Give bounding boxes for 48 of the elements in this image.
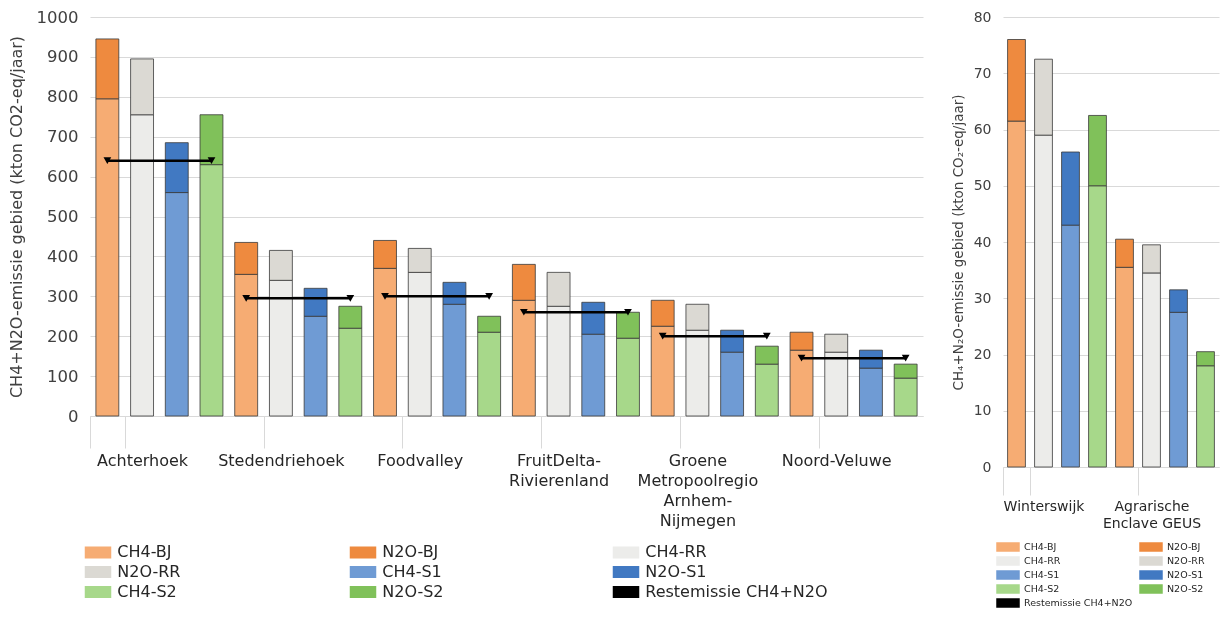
- y-tick-label: 80: [973, 8, 992, 25]
- legend-label: Restemissie CH4+N2O: [645, 582, 828, 601]
- y-tick-label: 100: [47, 366, 79, 386]
- y-tick-label: 0: [68, 406, 79, 426]
- legend-label: Restemissie CH4+N2O: [1024, 597, 1133, 608]
- legend-label: N2O-RR: [1167, 555, 1205, 566]
- y-tick-label: 800: [47, 87, 79, 107]
- legend-label: CH4-BJ: [1024, 541, 1057, 552]
- y-tick-label: 500: [47, 207, 79, 226]
- y-tick-label: 50: [973, 177, 992, 194]
- x-tick-label: Agrarische Enclave GEUS: [1102, 497, 1202, 531]
- y-tick-label: 200: [47, 326, 79, 346]
- x-tick-label: Stedendriehoek: [218, 450, 346, 470]
- legend-label: CH4-S1: [382, 562, 442, 581]
- y-tick-label: 30: [973, 289, 992, 306]
- legend-label: N2O-RR: [117, 562, 181, 581]
- y-tick-label: 20: [973, 346, 992, 362]
- y-tick-label: 10: [973, 402, 992, 419]
- y-tick-label: 0: [982, 458, 992, 475]
- x-tick-label: Groene Metropoolregio Arnhem-Nijmegen: [637, 450, 759, 530]
- legend-label: N2O-S1: [645, 562, 707, 581]
- y-tick-label: 300: [47, 286, 79, 306]
- x-tick-label: Winterswijk: [1003, 497, 1086, 514]
- y-tick-label: 700: [47, 127, 79, 147]
- legend-label: N2O-S1: [1167, 569, 1204, 580]
- y-tick-label: 70: [973, 64, 992, 81]
- legend-label: N2O-S2: [1167, 583, 1204, 594]
- legend-label: N2O-BJ: [382, 542, 439, 562]
- y-axis-title: CH4+N2O-emissie gebied (kton CO2-eq/jaar): [6, 35, 26, 399]
- y-tick-label: 900: [47, 47, 79, 67]
- x-tick-label: Achterhoek: [97, 450, 189, 470]
- legend-label: N2O-S2: [382, 582, 444, 601]
- legend-label: CH4-S1: [1024, 569, 1060, 580]
- y-tick-label: 400: [47, 246, 79, 266]
- legend-label: CH4-S2: [1024, 583, 1060, 594]
- y-tick-label: 600: [47, 167, 79, 187]
- legend-label: CH4-BJ: [117, 542, 172, 562]
- y-axis-title: CH₄+N₂O-emissie gebied (kton CO₂-eq/jaar): [949, 94, 966, 391]
- x-tick-label: Noord-Veluwe: [781, 450, 892, 470]
- y-tick-label: 40: [973, 233, 992, 250]
- legend-label: CH4-S2: [117, 582, 177, 601]
- y-tick-label: 60: [973, 121, 992, 137]
- legend-label: CH4-RR: [1024, 555, 1061, 566]
- x-tick-label: FruitDelta-Rivierenland: [509, 450, 610, 490]
- x-tick-label: Foodvalley: [377, 450, 464, 470]
- y-tick-label: 1000: [36, 7, 79, 27]
- legend-label: CH4-RR: [645, 542, 707, 562]
- legend-label: N2O-BJ: [1167, 541, 1201, 552]
